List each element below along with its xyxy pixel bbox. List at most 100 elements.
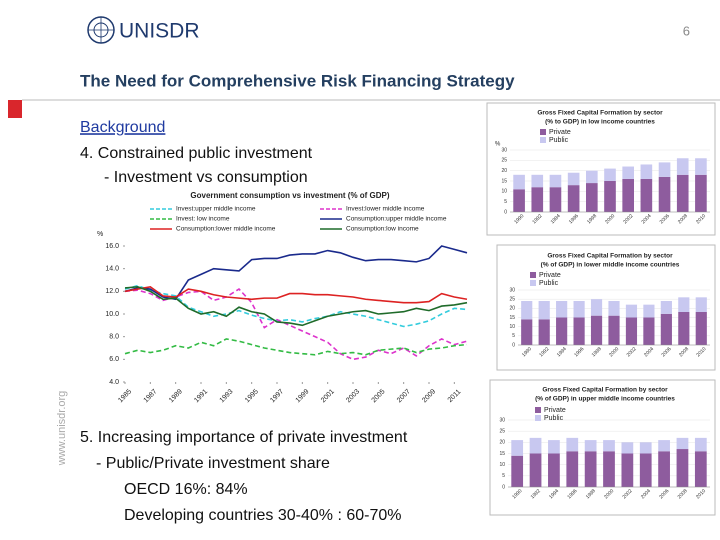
bar-segment	[625, 304, 638, 318]
bar-segment	[694, 451, 707, 487]
bar-segment	[567, 172, 580, 186]
y-tick-label: 15	[509, 315, 515, 321]
y-tick-label: 15	[501, 178, 507, 184]
y-tick-label: 8.0	[109, 334, 119, 341]
bar-segment	[676, 174, 689, 212]
bar-segment	[639, 453, 652, 487]
y-tick-label: 25	[499, 428, 505, 434]
bar-segment	[586, 170, 598, 184]
bar-segment	[658, 162, 671, 177]
line-series	[124, 284, 468, 328]
bar-segment	[531, 187, 544, 212]
bar-segment	[625, 317, 638, 345]
bullet: 5. Increasing importance of private inve…	[80, 429, 408, 446]
bar-segment	[658, 440, 670, 452]
bar-segment	[556, 301, 568, 318]
bar-segment	[549, 187, 562, 212]
line-series	[124, 288, 468, 361]
bullet: OECD 16%: 84%	[124, 481, 248, 498]
y-tick-label: 0	[502, 484, 505, 490]
bar-segment	[621, 453, 634, 487]
bar-segment	[643, 304, 655, 318]
legend-label: Consumption:low income	[346, 226, 419, 233]
legend-swatch	[530, 280, 536, 286]
bar-segment	[640, 164, 653, 179]
y-tick-label: 10	[509, 324, 515, 330]
bar-segment	[676, 449, 689, 487]
un-emblem	[87, 16, 115, 44]
y-tick-label: 16.0	[105, 243, 119, 250]
y-tick-label: 10	[501, 189, 507, 195]
bar-segment	[590, 315, 603, 345]
y-tick-label: 14.0	[105, 266, 119, 273]
bar-segment	[622, 178, 634, 212]
line-series	[124, 245, 468, 301]
bar-segment	[608, 301, 620, 316]
bar-segment	[521, 319, 533, 345]
bar-segment	[604, 168, 616, 181]
y-tick-label: 5	[504, 199, 507, 205]
page-number: 6	[683, 23, 690, 38]
bar-segment	[566, 451, 579, 487]
legend-label: Public	[549, 137, 569, 144]
bar-segment	[529, 453, 542, 487]
x-tick-label: 2005	[371, 388, 387, 404]
y-tick-label: 0	[504, 209, 507, 215]
bar-segment	[621, 442, 634, 454]
bar-segment	[694, 437, 707, 452]
bullet: Developing countries 30-40% : 60-70%	[124, 507, 402, 524]
chart-title: Gross Fixed Capital Formation by sector	[542, 387, 668, 394]
bar-segment	[678, 312, 690, 345]
line-series	[124, 338, 468, 356]
bar-segment	[556, 317, 568, 345]
x-tick-label: 1999	[295, 388, 311, 404]
bar-segment	[584, 451, 597, 487]
bar-segment	[676, 158, 689, 175]
bar-segment	[603, 440, 615, 452]
legend-swatch	[535, 415, 541, 421]
line-series	[124, 285, 468, 304]
chart-title: Gross Fixed Capital Formation by sector	[547, 253, 673, 260]
slide-title: The Need for Comprehensive Risk Financin…	[80, 71, 515, 90]
y-tick-label: 5	[502, 473, 505, 479]
y-tick-label: 5	[512, 333, 515, 339]
bar-segment	[622, 166, 634, 179]
bar-segment	[658, 176, 671, 212]
bar-segment	[521, 301, 533, 320]
y-tick-label: 25	[501, 158, 507, 164]
legend-swatch	[540, 137, 546, 143]
bar-segment	[695, 297, 707, 312]
y-tick-label: 30	[509, 287, 515, 293]
legend-swatch	[535, 407, 541, 413]
x-tick-label: 2007	[396, 388, 412, 404]
y-tick-label: 4.0	[109, 379, 119, 386]
legend-label: Invest:lower middle income	[346, 206, 425, 213]
bar-segment	[511, 440, 524, 456]
x-tick-label: 1997	[269, 388, 285, 404]
legend-swatch	[530, 272, 536, 278]
y-tick-label: 12.0	[105, 288, 119, 295]
bar-segment	[513, 174, 525, 190]
bar-segment	[660, 313, 672, 345]
y-tick-label: 20	[501, 168, 507, 174]
legend-label: Consumption:upper middle income	[346, 216, 447, 223]
y-tick-label: 25	[509, 296, 515, 302]
bullet: 4. Constrained public investment	[80, 145, 313, 162]
link[interactable]: Background	[80, 119, 165, 136]
x-tick-label: 1985	[117, 388, 133, 404]
bar-segment	[513, 189, 525, 212]
bar-segment	[586, 183, 598, 212]
y-tick-label: 15	[499, 451, 505, 457]
legend-label: Invest: low income	[176, 216, 230, 223]
chart-title: (% of GDP) in upper middle income countr…	[535, 396, 675, 403]
bar-segment	[676, 437, 689, 450]
bar-segment	[548, 440, 560, 454]
bar-segment	[549, 174, 562, 188]
bar-segment	[695, 158, 707, 175]
bullet: - Public/Private investment share	[96, 455, 330, 472]
bar-segment	[529, 437, 542, 454]
x-tick-label: 1995	[244, 388, 260, 404]
legend-label: Invest:upper middle income	[176, 206, 256, 213]
y-tick-label: 10	[499, 462, 505, 468]
